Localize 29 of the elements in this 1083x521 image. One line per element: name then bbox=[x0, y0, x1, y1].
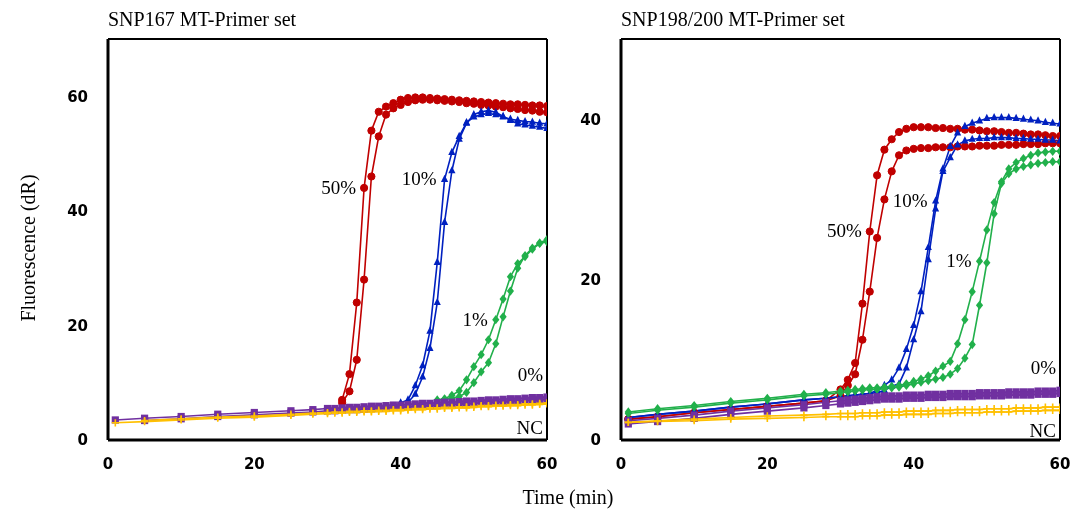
x-tick-label: 20 bbox=[243, 454, 265, 473]
y-tick-label: 40 bbox=[580, 110, 601, 129]
y-tick-label: 60 bbox=[67, 87, 88, 106]
x-axis-title: Time (min) bbox=[522, 486, 614, 509]
series-label: 1% bbox=[462, 308, 488, 330]
y-tick-label: 0 bbox=[590, 431, 601, 450]
x-tick-label: 40 bbox=[390, 454, 412, 473]
series-label: 10% bbox=[401, 168, 437, 190]
series-label: 0% bbox=[1030, 357, 1057, 379]
x-tick-label: 20 bbox=[756, 454, 778, 473]
chart-title: SNP198/200 MT-Primer set bbox=[621, 8, 845, 31]
chart-title: SNP167 MT-Primer set bbox=[108, 8, 297, 31]
y-tick-label: 0 bbox=[77, 431, 88, 450]
series-label: 1% bbox=[946, 250, 972, 272]
x-tick-label: 0 bbox=[615, 454, 627, 473]
x-tick-label: 40 bbox=[903, 454, 925, 473]
x-tick-label: 60 bbox=[536, 454, 558, 473]
x-tick-label: 60 bbox=[1049, 454, 1071, 473]
series-label: 0% bbox=[517, 364, 544, 386]
series-label: NC bbox=[516, 416, 543, 438]
y-tick-label: 20 bbox=[67, 316, 88, 335]
series-label: 10% bbox=[892, 190, 928, 211]
x-tick-label: 0 bbox=[102, 454, 114, 473]
series-label: NC bbox=[1029, 420, 1056, 442]
y-tick-label: 40 bbox=[67, 202, 88, 221]
y-axis-title: Fluorescence (dR) bbox=[16, 174, 40, 322]
series-label: 50% bbox=[826, 220, 862, 242]
y-tick-label: 20 bbox=[580, 270, 601, 289]
series-label: 50% bbox=[321, 176, 357, 198]
